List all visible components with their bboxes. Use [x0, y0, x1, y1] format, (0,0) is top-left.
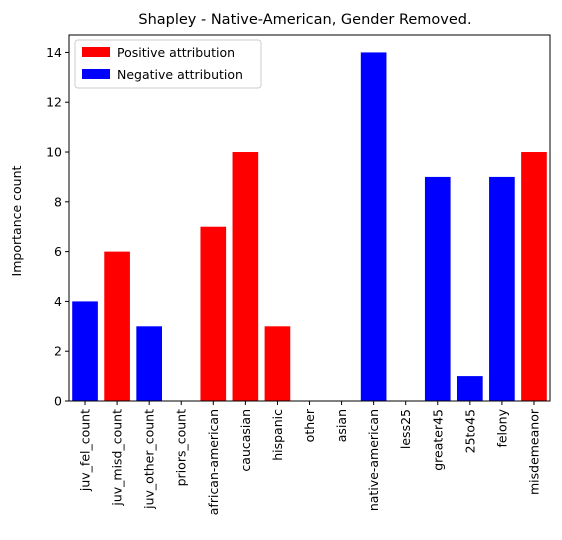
x-tick-label-asian: asian	[334, 409, 349, 442]
y-tick-label: 0	[54, 394, 62, 409]
y-axis-label: Importance count	[9, 165, 24, 276]
x-tick-label-felony: felony	[494, 408, 509, 447]
bar-african-american	[200, 226, 227, 401]
bar-juv_other_count	[136, 326, 162, 401]
y-tick-label: 10	[46, 145, 62, 160]
x-tick-label-juv_fel_count: juv_fel_count	[78, 409, 93, 492]
legend-swatch-positive	[82, 47, 110, 57]
bar-misdemeanor	[521, 152, 547, 401]
y-tick-label: 4	[54, 294, 62, 309]
x-axis: juv_fel_count juv_misd_count juv_other_cou…	[78, 401, 541, 515]
x-tick-label-25to45: 25to45	[462, 409, 477, 453]
x-tick-label-native-american: native-american	[366, 409, 381, 511]
legend-box	[74, 39, 262, 89]
legend-swatch-negative	[82, 69, 110, 79]
x-tick-label-caucasian: caucasian	[238, 409, 253, 472]
y-axis: 0 2 4 6 8 10 12 14	[46, 45, 69, 409]
bar-greater45	[424, 176, 451, 401]
x-tick-label-hispanic: hispanic	[270, 409, 285, 461]
y-tick-label: 8	[54, 194, 62, 209]
legend-label-negative: Negative attribution	[117, 67, 243, 82]
y-tick-label: 12	[46, 95, 62, 110]
bar-native-american	[360, 52, 387, 402]
bar-juv_misd_count	[104, 251, 130, 401]
bar-hispanic	[264, 326, 291, 401]
bars-group	[72, 52, 547, 402]
bar-25to45	[457, 376, 483, 401]
x-tick-label-priors_count: priors_count	[174, 409, 189, 486]
bar-juv_fel_count	[72, 301, 98, 401]
x-tick-label-greater45: greater45	[430, 409, 445, 471]
legend: Positive attribution Negative attribution	[74, 39, 262, 89]
x-tick-label-misdemeanor: misdemeanor	[526, 408, 541, 495]
bar-caucasian	[232, 152, 259, 401]
y-tick-label: 6	[54, 244, 62, 259]
y-tick-label: 14	[46, 45, 62, 60]
chart-title: Shapley - Native-American, Gender Remove…	[138, 12, 471, 28]
x-tick-label-less25: less25	[398, 409, 413, 449]
x-tick-label-other: other	[302, 408, 317, 442]
x-tick-label-juv_other_count: juv_other_count	[142, 409, 157, 510]
legend-label-positive: Positive attribution	[117, 45, 235, 60]
x-tick-label-juv_misd_count: juv_misd_count	[110, 409, 125, 507]
bar-felony	[489, 176, 515, 401]
y-tick-label: 2	[54, 344, 62, 359]
x-tick-label-african-american: african-american	[206, 409, 221, 515]
